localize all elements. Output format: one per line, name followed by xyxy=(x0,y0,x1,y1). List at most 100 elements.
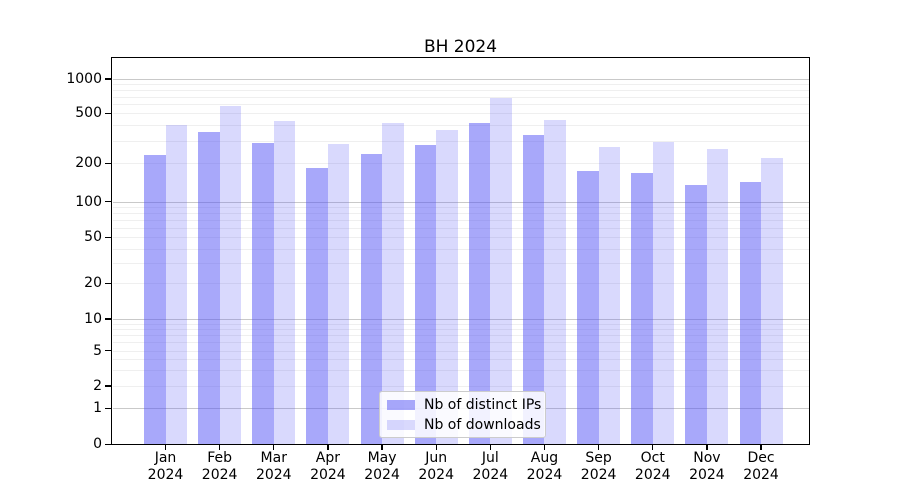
gridline-minor xyxy=(112,220,810,222)
xtick-label-jul: Jul 2024 xyxy=(472,450,509,483)
xtick-mark-nov xyxy=(706,445,708,450)
legend-label-downloads: Nb of downloads xyxy=(424,416,541,433)
ytick-label-1000: 1000 xyxy=(66,71,102,87)
bar-aug-distinct-ips xyxy=(522,135,545,445)
gridline-minor xyxy=(112,335,810,337)
bar-may-distinct-ips xyxy=(360,153,383,445)
gridline-minor xyxy=(112,359,810,361)
legend: Nb of distinct IPs Nb of downloads xyxy=(379,391,546,438)
xtick-mark-jul xyxy=(489,445,492,450)
bar-sep-distinct-ips xyxy=(577,170,599,445)
bar-dec-distinct-ips xyxy=(739,181,762,445)
bar-jun-downloads xyxy=(436,130,458,445)
gridline-minor xyxy=(112,125,810,127)
gridline-minor xyxy=(112,283,810,285)
legend-swatch-downloads xyxy=(387,419,415,430)
bar-aug-downloads xyxy=(544,120,566,445)
gridline-minor xyxy=(112,213,810,215)
ytick-mark-5 xyxy=(105,350,111,352)
bar-oct-distinct-ips xyxy=(631,173,653,445)
bar-jul-downloads xyxy=(490,98,512,445)
gridline-minor xyxy=(112,248,810,250)
gridline-minor xyxy=(112,386,810,387)
bar-dec-downloads xyxy=(761,158,783,445)
ytick-label-200: 200 xyxy=(75,155,102,172)
ytick-label-50: 50 xyxy=(84,229,102,246)
legend-row-distinct-ips: Nb of distinct IPs xyxy=(380,395,545,414)
gridline-minor xyxy=(112,323,810,325)
xtick-label-mar: Mar 2024 xyxy=(255,450,292,483)
ytick-mark-10 xyxy=(105,318,111,320)
gridline-minor xyxy=(112,342,810,344)
xtick-label-aug: Aug 2024 xyxy=(526,450,563,483)
xtick-mark-may xyxy=(381,445,383,450)
bar-jan-downloads xyxy=(165,125,187,445)
ytick-mark-500 xyxy=(105,112,111,114)
bar-jul-distinct-ips xyxy=(468,123,491,445)
xtick-label-jun: Jun 2024 xyxy=(418,450,454,483)
ytick-mark-100 xyxy=(105,201,111,203)
xtick-label-apr: Apr 2024 xyxy=(310,450,346,483)
gridline-minor xyxy=(112,227,810,229)
gridline-major xyxy=(112,319,810,320)
gridline-minor xyxy=(112,113,810,115)
ytick-mark-0 xyxy=(105,443,111,446)
bar-oct-downloads xyxy=(652,141,675,445)
bar-apr-distinct-ips xyxy=(306,167,328,445)
bar-jun-distinct-ips xyxy=(414,144,437,445)
xtick-mark-dec xyxy=(760,445,762,450)
gridline-minor xyxy=(112,90,810,92)
gridline-minor xyxy=(112,104,810,106)
xtick-mark-feb xyxy=(218,445,221,450)
xtick-mark-sep xyxy=(597,445,600,450)
legend-swatch-distinct-ips xyxy=(387,399,415,410)
xtick-label-oct: Oct 2024 xyxy=(634,450,671,483)
bar-feb-distinct-ips xyxy=(198,131,220,445)
chart-title: BH 2024 xyxy=(423,37,498,57)
bar-jan-distinct-ips xyxy=(144,154,166,445)
bar-sep-downloads xyxy=(598,147,621,445)
gridline-minor xyxy=(112,370,810,372)
xtick-mark-oct xyxy=(652,445,654,450)
gridline-minor xyxy=(112,207,810,209)
ytick-label-5: 5 xyxy=(93,342,102,359)
gridline-minor xyxy=(112,141,810,143)
xtick-mark-jun xyxy=(435,445,437,450)
gridline-minor xyxy=(112,350,810,352)
ytick-label-500: 500 xyxy=(75,105,102,122)
legend-label-distinct-ips: Nb of distinct IPs xyxy=(424,396,542,413)
gridline-minor xyxy=(112,163,810,165)
gridline-major xyxy=(112,201,810,203)
xtick-mark-apr xyxy=(327,445,329,450)
xtick-label-sep: Sep 2024 xyxy=(580,450,617,483)
bar-mar-downloads xyxy=(273,120,296,445)
xtick-mark-aug xyxy=(543,445,546,450)
ytick-mark-20 xyxy=(105,282,111,284)
ytick-mark-1000 xyxy=(105,78,111,80)
ytick-label-0: 0 xyxy=(93,436,102,453)
gridline-minor xyxy=(112,96,810,98)
ytick-mark-50 xyxy=(105,236,111,238)
ytick-mark-200 xyxy=(105,162,111,164)
bar-nov-downloads xyxy=(706,149,729,445)
gridline-minor xyxy=(112,237,810,239)
xtick-mark-mar xyxy=(273,445,275,450)
bar-mar-distinct-ips xyxy=(252,143,274,445)
gridline-minor xyxy=(112,329,810,331)
gridline-minor xyxy=(112,262,810,264)
gridline-major xyxy=(112,79,810,80)
xtick-label-may: May 2024 xyxy=(364,450,400,483)
xtick-label-dec: Dec 2024 xyxy=(743,450,779,483)
xtick-label-feb: Feb 2024 xyxy=(201,450,238,483)
xtick-mark-jan xyxy=(164,445,167,450)
ytick-mark-1 xyxy=(105,407,111,409)
bar-nov-distinct-ips xyxy=(685,184,707,445)
ytick-mark-2 xyxy=(105,385,111,387)
ytick-label-1: 1 xyxy=(93,400,102,417)
bar-feb-downloads xyxy=(219,105,242,445)
bar-may-downloads xyxy=(382,123,404,445)
ytick-label-2: 2 xyxy=(93,378,102,394)
ytick-label-10: 10 xyxy=(84,311,102,327)
legend-row-downloads: Nb of downloads xyxy=(380,415,545,434)
xtick-label-jan: Jan 2024 xyxy=(147,450,184,483)
